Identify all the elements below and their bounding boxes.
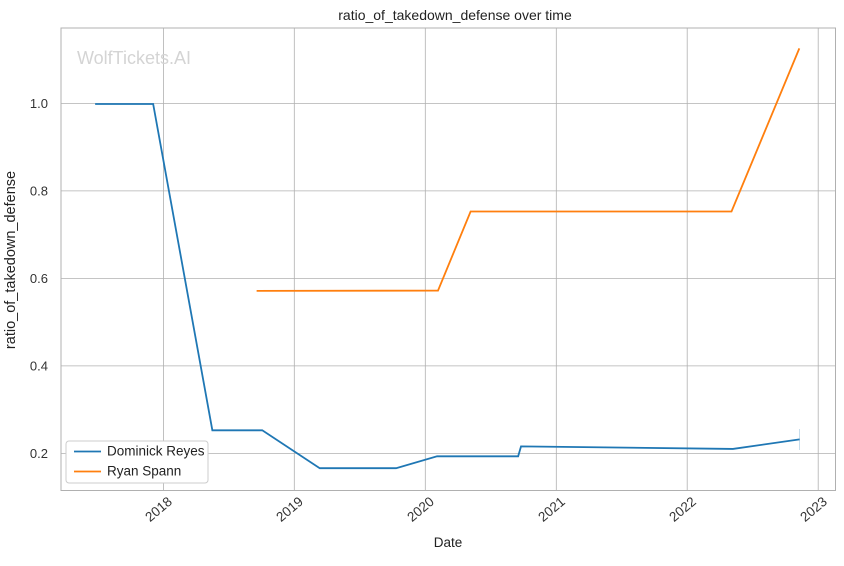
svg-text:Dominick Reyes: Dominick Reyes [107, 444, 205, 459]
svg-text:ratio_of_takedown_defense over: ratio_of_takedown_defense over time [338, 7, 572, 23]
svg-text:ratio_of_takedown_defense: ratio_of_takedown_defense [3, 171, 19, 349]
svg-text:Ryan Spann: Ryan Spann [107, 464, 181, 479]
svg-text:Date: Date [434, 535, 463, 550]
svg-text:1.0: 1.0 [30, 96, 48, 111]
svg-text:WolfTickets.AI: WolfTickets.AI [77, 48, 191, 68]
svg-text:0.4: 0.4 [30, 358, 48, 373]
svg-text:0.2: 0.2 [30, 446, 48, 461]
svg-text:0.6: 0.6 [30, 271, 48, 286]
svg-text:0.8: 0.8 [30, 183, 48, 198]
